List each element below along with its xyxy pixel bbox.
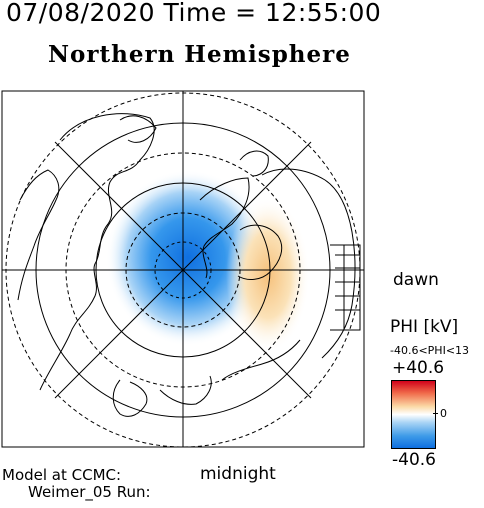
datetime-title: 07/08/2020 Time = 12:55:00 — [6, 0, 382, 27]
colorbar-range: -40.6<PHI<13 — [390, 344, 470, 357]
longitude-grid — [2, 91, 364, 447]
colorbar-zero-tick — [433, 413, 438, 414]
dawn-label: dawn — [393, 270, 439, 290]
colorbar-zero-label: 0 — [440, 407, 447, 420]
colorbar-min-label: -40.6 — [392, 450, 436, 470]
run-name: Weimer_05 Run: — [28, 483, 151, 501]
positive-potential-cell — [226, 197, 310, 353]
colorbar-max-label: +40.6 — [392, 358, 445, 378]
colorbar-title: PHI [kV] — [390, 317, 459, 337]
model-credit: Model at CCMC: — [2, 466, 122, 484]
colorbar — [391, 380, 436, 449]
coastlines — [17, 113, 361, 417]
hemisphere-title: Northern Hemisphere — [48, 41, 351, 68]
polar-map — [1, 90, 365, 448]
midnight-label: midnight — [200, 464, 276, 484]
